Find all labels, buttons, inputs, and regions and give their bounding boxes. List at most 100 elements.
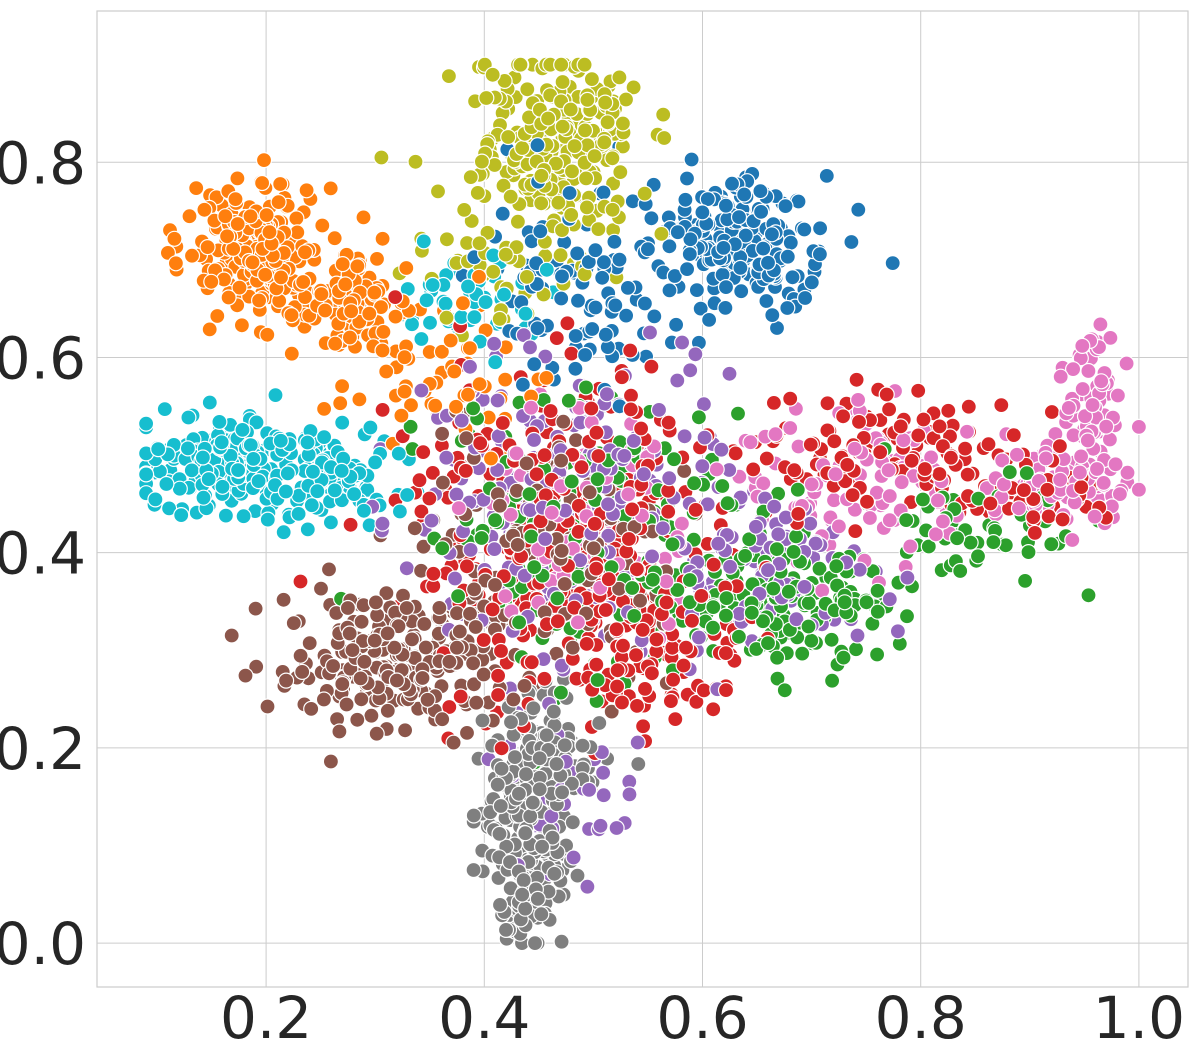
data-point [969, 548, 987, 565]
data-point [1088, 460, 1106, 478]
data-point [438, 309, 455, 326]
data-point [248, 414, 265, 431]
data-point [388, 672, 405, 689]
data-point [167, 255, 184, 272]
data-point [450, 587, 467, 605]
data-point [166, 230, 183, 247]
data-point [438, 449, 455, 466]
data-point [465, 676, 483, 693]
data-point [303, 700, 320, 718]
data-point [312, 580, 330, 597]
data-point [993, 397, 1010, 414]
data-point [355, 209, 372, 226]
data-point [398, 259, 415, 277]
data-point [259, 326, 276, 343]
data-point [811, 560, 828, 577]
data-point [644, 571, 661, 588]
data-point [612, 164, 629, 181]
data-point [366, 632, 383, 649]
data-point [717, 681, 735, 699]
data-point [1102, 329, 1119, 346]
data-point [229, 170, 246, 187]
data-point [373, 149, 390, 166]
data-point [379, 625, 396, 642]
data-point [848, 371, 865, 388]
data-point [803, 274, 820, 291]
data-point [223, 627, 240, 644]
data-point [588, 560, 605, 577]
data-point [235, 508, 252, 525]
data-point [484, 601, 501, 618]
data-point [374, 401, 391, 418]
data-point [759, 562, 777, 579]
data-point [653, 225, 670, 242]
data-point [322, 180, 339, 197]
data-point [678, 261, 696, 278]
data-point [244, 254, 261, 271]
data-point [563, 206, 580, 223]
data-point [776, 682, 793, 699]
data-point [338, 696, 355, 713]
data-point [736, 186, 753, 203]
data-point [352, 670, 369, 687]
data-point [437, 295, 454, 312]
data-point [695, 682, 713, 699]
data-point [655, 106, 672, 123]
data-point [985, 533, 1002, 551]
data-point [881, 512, 898, 529]
data-point [523, 528, 540, 545]
data-point [533, 838, 551, 855]
data-point [502, 506, 519, 523]
data-point [1043, 403, 1061, 421]
data-point [577, 170, 595, 187]
data-point [544, 829, 561, 846]
x-tick-label: 0.8 [875, 984, 967, 1050]
data-point [898, 608, 916, 625]
data-point [650, 401, 668, 418]
data-point [664, 536, 681, 553]
data-point [1073, 479, 1090, 496]
data-point [477, 294, 494, 311]
data-point [569, 245, 586, 262]
data-point [341, 329, 358, 346]
data-point [367, 594, 384, 611]
data-point [830, 518, 848, 535]
data-point [531, 750, 548, 767]
data-point [446, 570, 464, 587]
data-point [719, 495, 736, 512]
data-point [158, 475, 175, 493]
data-point [893, 474, 910, 491]
data-point [545, 703, 562, 720]
data-point [516, 677, 533, 695]
data-point [415, 233, 432, 250]
data-point [789, 481, 806, 498]
data-point [635, 466, 652, 483]
data-point [355, 502, 372, 519]
data-point [942, 449, 960, 466]
data-point [233, 317, 250, 334]
data-point [849, 627, 866, 644]
data-point [267, 387, 284, 404]
data-point [1018, 465, 1035, 482]
data-point [283, 345, 300, 362]
data-point [994, 452, 1011, 469]
data-point [1001, 464, 1018, 481]
data-point [1060, 399, 1077, 416]
data-point [272, 432, 289, 449]
data-point [505, 691, 522, 708]
data-point [688, 282, 706, 299]
data-point [718, 589, 735, 607]
data-point [796, 221, 813, 238]
data-point [438, 231, 455, 248]
data-point [956, 440, 974, 457]
data-point [850, 413, 868, 430]
data-point [475, 631, 492, 649]
data-point [780, 583, 797, 600]
data-point [794, 645, 811, 662]
data-point [461, 340, 478, 357]
data-point [916, 460, 934, 478]
data-point [334, 256, 351, 273]
data-point [694, 204, 711, 221]
data-point [910, 427, 927, 444]
data-point [549, 613, 566, 630]
